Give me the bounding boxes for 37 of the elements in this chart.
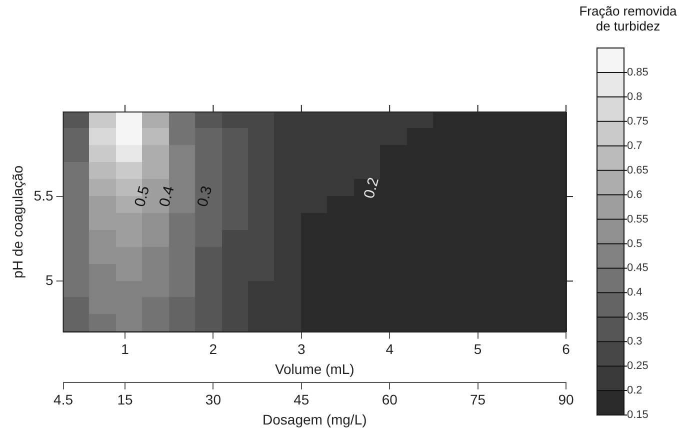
color-bar-label: 0.25	[627, 360, 648, 372]
x-tick-label: 5	[474, 341, 482, 358]
x2-axis-title: Dosagem (mg/L)	[262, 411, 367, 428]
annotation: 0.5	[131, 184, 154, 209]
color-bar-label: 0.65	[627, 164, 648, 176]
color-bar-label: 0.2	[627, 384, 642, 397]
color-bar-label: 0.35	[627, 311, 648, 324]
x2-tick-label: 75	[470, 392, 486, 408]
x2-tick-label: 60	[382, 392, 398, 408]
annotation: 0.2	[360, 176, 383, 200]
color-bar-label: 0.5	[627, 238, 642, 250]
color-bar-label: 0.6	[627, 188, 642, 201]
x-tick-label: 3	[298, 341, 306, 358]
x2-tick-label: 15	[117, 392, 133, 408]
color-bar-title: Fração removida de turbidez	[579, 4, 678, 34]
color-bar-label: 0.15	[627, 409, 648, 422]
color-bar-label: 0.75	[627, 115, 648, 128]
annotation: 0.4	[156, 184, 178, 209]
x-axis-title: Volume (mL)	[274, 360, 354, 377]
color-bar-label: 0.55	[627, 213, 648, 226]
color-bar-label: 0.4	[627, 286, 642, 299]
x2-tick-label: 90	[558, 392, 574, 408]
color-bar-label: 0.7	[627, 140, 642, 152]
color-bar-label: 0.8	[627, 90, 642, 103]
annotation: 0.3	[194, 184, 216, 209]
x2-tick-label: 30	[205, 392, 222, 408]
x-tick-label: 2	[209, 341, 218, 358]
color-bar-label: 0.85	[627, 66, 648, 78]
color-bar-label: 0.45	[627, 262, 648, 274]
y-axis-title: pH de coagulação	[9, 165, 26, 278]
x-tick-label: 1	[121, 341, 130, 358]
x2-tick-label: 45	[294, 392, 310, 408]
color-bar-label: 0.3	[627, 336, 642, 348]
y-tick-label: 5.5	[34, 187, 54, 204]
x-tick-label: 4	[386, 341, 394, 358]
x-tick-label: 6	[562, 341, 570, 358]
x2-tick-label: 4.5	[54, 392, 74, 408]
